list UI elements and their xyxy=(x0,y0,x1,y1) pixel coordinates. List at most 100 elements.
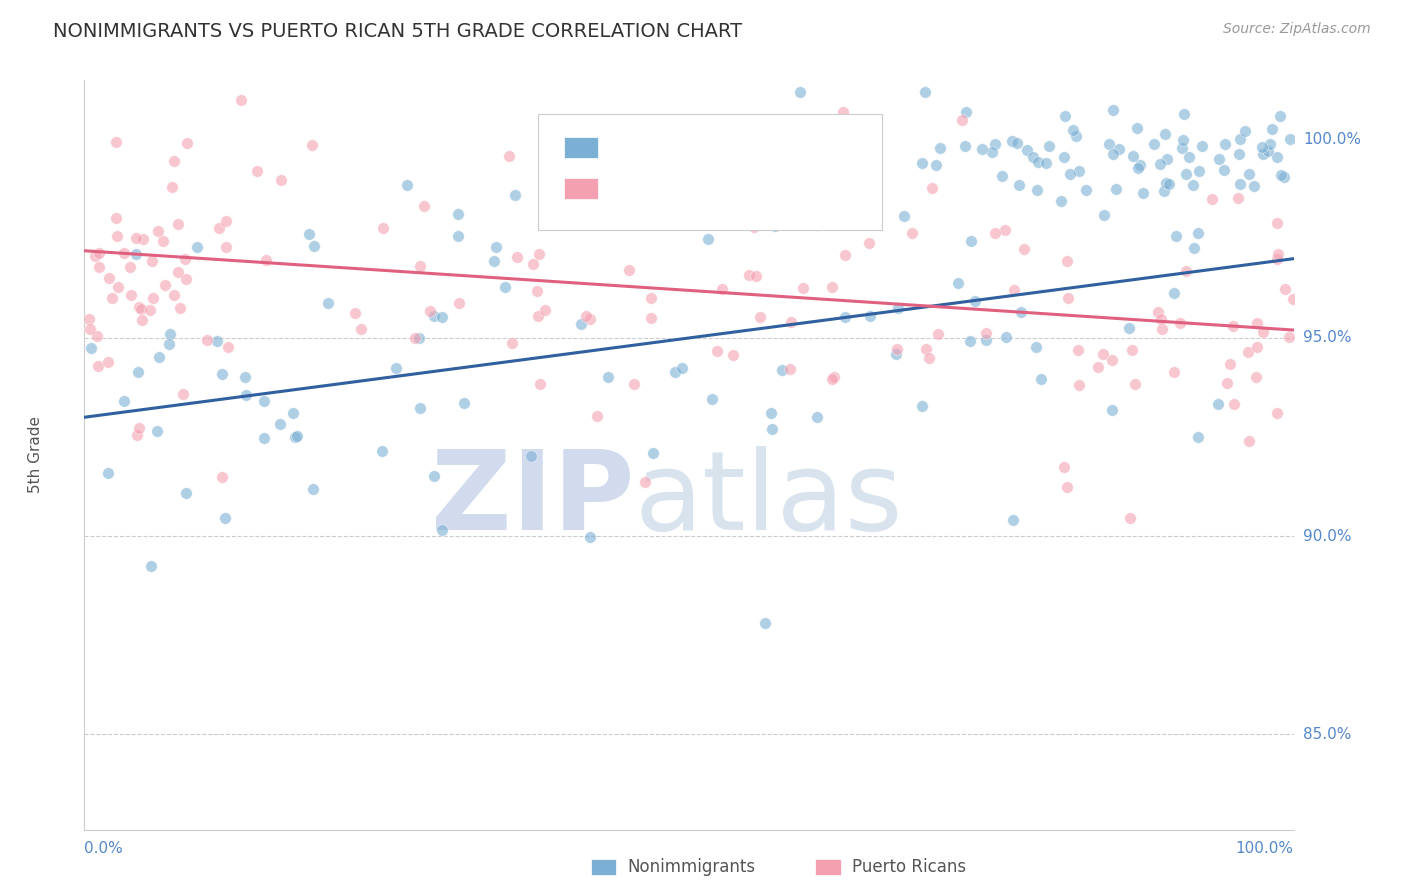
Point xyxy=(911,156,934,170)
Point xyxy=(963,294,986,309)
Point xyxy=(1126,161,1149,176)
Point xyxy=(607,116,630,130)
Point xyxy=(1015,143,1038,157)
Text: 147: 147 xyxy=(782,180,820,198)
Point xyxy=(152,234,174,248)
Point xyxy=(370,444,392,458)
Point xyxy=(1021,150,1043,164)
Point xyxy=(409,260,432,274)
Point xyxy=(215,239,238,253)
Text: 100.0%: 100.0% xyxy=(1303,132,1361,147)
Point xyxy=(779,361,801,376)
Point xyxy=(598,370,620,384)
Point xyxy=(1208,153,1230,167)
Point xyxy=(624,203,647,218)
Point xyxy=(1171,141,1194,155)
Point xyxy=(1122,148,1144,162)
Point xyxy=(1246,369,1268,384)
Text: Puerto Ricans: Puerto Ricans xyxy=(852,858,966,876)
Point xyxy=(84,250,107,264)
Point xyxy=(252,431,274,445)
Point xyxy=(141,292,163,306)
Point xyxy=(1098,137,1121,152)
Point xyxy=(1038,139,1060,153)
Point xyxy=(167,265,190,279)
Point xyxy=(529,247,551,261)
Point xyxy=(373,221,395,235)
Point xyxy=(917,351,939,365)
Point xyxy=(534,302,557,317)
Point xyxy=(269,417,291,431)
Point xyxy=(501,336,523,351)
Point xyxy=(1261,122,1284,136)
Point xyxy=(1074,182,1097,196)
Point xyxy=(1174,167,1197,181)
Point xyxy=(970,142,993,156)
Text: N =: N = xyxy=(734,180,773,198)
Point xyxy=(1008,178,1031,192)
Point xyxy=(990,169,1012,184)
Text: 95.0%: 95.0% xyxy=(1303,330,1351,345)
Point xyxy=(413,198,436,212)
Point xyxy=(1118,321,1140,335)
Point xyxy=(105,229,128,244)
Text: R =: R = xyxy=(613,180,652,198)
Point xyxy=(139,302,162,317)
Point xyxy=(146,424,169,438)
Point xyxy=(169,301,191,315)
Point xyxy=(128,421,150,435)
Point xyxy=(1219,358,1241,372)
Point xyxy=(1270,109,1292,123)
Point xyxy=(233,369,256,384)
Point xyxy=(526,285,548,299)
Point xyxy=(1229,177,1251,191)
Point xyxy=(1173,133,1195,147)
Point xyxy=(671,360,693,375)
Point xyxy=(409,401,432,415)
Point xyxy=(153,277,176,292)
Point xyxy=(105,135,128,149)
Point xyxy=(1251,325,1274,339)
Point xyxy=(1153,184,1175,198)
Point xyxy=(779,127,801,141)
Point xyxy=(1265,150,1288,164)
Point xyxy=(176,136,198,150)
Point xyxy=(112,246,135,260)
Point xyxy=(120,288,142,302)
Point xyxy=(1246,316,1268,330)
Point xyxy=(1237,434,1260,448)
Point xyxy=(112,393,135,408)
Point xyxy=(617,263,640,277)
Point xyxy=(1150,322,1173,336)
Point xyxy=(1050,194,1073,208)
Point xyxy=(1159,178,1181,192)
Point xyxy=(1005,136,1028,150)
Point xyxy=(148,350,170,364)
Point xyxy=(1087,359,1109,374)
Point xyxy=(252,393,274,408)
Point xyxy=(1201,192,1223,206)
Point xyxy=(86,329,108,343)
Point xyxy=(343,306,366,320)
Point xyxy=(284,430,307,444)
Point xyxy=(423,469,446,483)
Point xyxy=(1101,353,1123,368)
Point xyxy=(858,235,880,250)
Text: ZIP: ZIP xyxy=(432,446,634,553)
Point xyxy=(921,181,943,195)
Point xyxy=(1260,136,1282,151)
Point xyxy=(1029,372,1052,386)
Point xyxy=(163,288,186,302)
Point xyxy=(745,268,768,283)
Point xyxy=(1282,292,1305,306)
Point xyxy=(955,104,977,119)
Point xyxy=(141,254,163,268)
Point xyxy=(634,475,657,490)
Point xyxy=(1163,285,1185,300)
Point xyxy=(948,277,970,291)
Point xyxy=(834,310,856,324)
Point xyxy=(132,232,155,246)
Point xyxy=(482,254,505,268)
Point xyxy=(404,331,426,345)
Point xyxy=(1067,378,1090,392)
